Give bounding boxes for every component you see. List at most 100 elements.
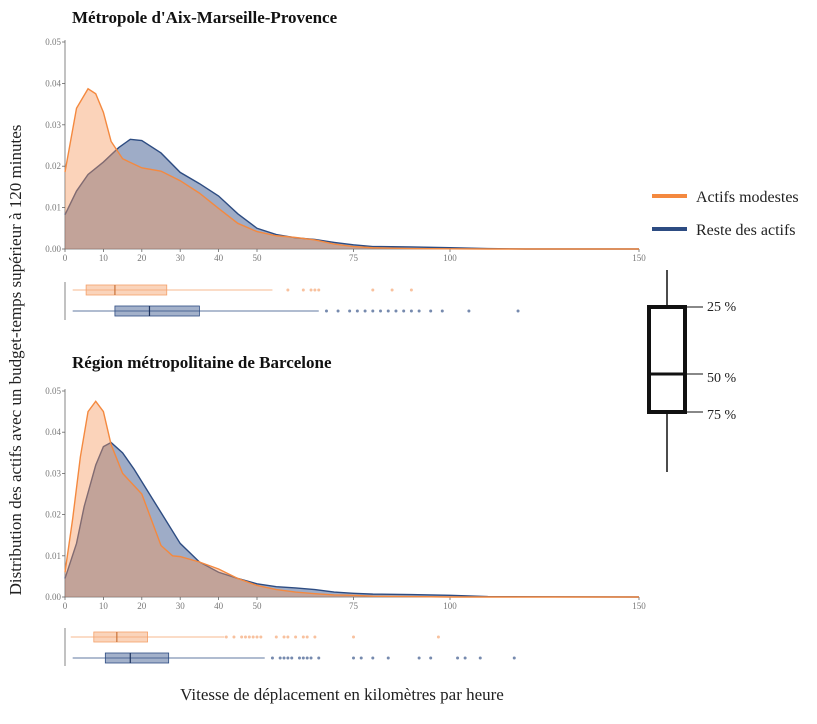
- density-line-actifs-modestes: [64, 87, 639, 250]
- y-tick-label: 0.01: [45, 551, 61, 561]
- legend: Actifs modestes Reste des actifs: [652, 189, 799, 239]
- x-tick-label: 75: [349, 253, 359, 263]
- y-tick-label: 0.03: [45, 468, 61, 478]
- boxplot-outlier-actifs-modestes: [224, 635, 228, 639]
- boxplot-outlier-reste-des-actifs: [317, 656, 321, 660]
- key-label-50: 50 %: [707, 371, 737, 386]
- boxplot-outlier-reste-des-actifs: [386, 309, 390, 313]
- boxplot-outlier-actifs-modestes: [313, 288, 317, 292]
- boxplot-outlier-reste-des-actifs: [286, 656, 290, 660]
- legend-label-actifs-modestes: Actifs modestes: [696, 189, 799, 206]
- boxplot-outlier-reste-des-actifs: [282, 656, 286, 660]
- y-tick-label: 0.02: [45, 161, 61, 171]
- boxplot-panel-aix: [64, 282, 520, 320]
- density-area-reste-des-actifs: [65, 442, 639, 597]
- boxplot-outlier-actifs-modestes: [309, 288, 313, 292]
- boxplot-outlier-reste-des-actifs: [336, 309, 340, 313]
- x-tick-label: 150: [632, 601, 646, 611]
- boxplot-outlier-actifs-modestes: [301, 288, 305, 292]
- boxplot-outlier-reste-des-actifs: [371, 656, 375, 660]
- boxplot-outlier-actifs-modestes: [313, 635, 317, 639]
- boxplot-outlier-actifs-modestes: [282, 635, 286, 639]
- boxplot-outlier-reste-des-actifs: [409, 309, 413, 313]
- boxplot-outlier-actifs-modestes: [247, 635, 251, 639]
- x-tick-label: 100: [443, 601, 457, 611]
- boxplot-panel-barcelone: [64, 628, 516, 666]
- boxplot-outlier-actifs-modestes: [251, 635, 255, 639]
- boxplot-outlier-reste-des-actifs: [309, 656, 313, 660]
- boxplot-outlier-reste-des-actifs: [402, 309, 406, 313]
- density-area-actifs-modestes: [65, 401, 639, 597]
- boxplot-outlier-actifs-modestes: [286, 288, 290, 292]
- x-axis-label: Vitesse de déplacement en kilomètres par…: [180, 685, 504, 704]
- x-tick-label: 40: [214, 253, 224, 263]
- boxplot-outlier-actifs-modestes: [255, 635, 259, 639]
- y-tick-label: 0.04: [45, 78, 61, 88]
- boxplot-outlier-reste-des-actifs: [297, 656, 301, 660]
- boxplot-outlier-reste-des-actifs: [516, 309, 520, 313]
- boxplot-box-actifs-modestes: [93, 631, 148, 643]
- boxplot-outlier-actifs-modestes: [294, 635, 298, 639]
- x-tick-label: 50: [253, 601, 263, 611]
- boxplot-outlier-actifs-modestes: [259, 635, 263, 639]
- boxplot-outlier-reste-des-actifs: [352, 656, 355, 660]
- boxplot-outlier-reste-des-actifs: [379, 309, 383, 313]
- boxplot-outlier-reste-des-actifs: [348, 309, 352, 313]
- boxplot-outlier-actifs-modestes: [409, 288, 413, 292]
- boxplot-outlier-reste-des-actifs: [467, 309, 471, 313]
- y-tick-label: 0.04: [45, 427, 61, 437]
- x-tick-label: 0: [63, 253, 68, 263]
- boxplot-outlier-actifs-modestes: [317, 288, 321, 292]
- x-tick-label: 150: [632, 253, 646, 263]
- x-tick-label: 20: [137, 253, 147, 263]
- boxplot-outlier-actifs-modestes: [274, 635, 278, 639]
- boxplot-outlier-actifs-modestes: [371, 288, 375, 292]
- density-panel-barcelone: 0.00 0.01 0.02 0.03 0.04 0.05 0 10 20 30 40 50 75 100…: [45, 386, 646, 611]
- boxplot-outlier-actifs-modestes: [240, 635, 244, 639]
- boxplot-outlier-actifs-modestes: [352, 635, 355, 639]
- boxplot-outlier-reste-des-actifs: [363, 309, 367, 313]
- boxplot-outlier-reste-des-actifs: [270, 656, 274, 660]
- boxplot-outlier-reste-des-actifs: [394, 309, 398, 313]
- boxplot-outlier-reste-des-actifs: [440, 309, 444, 313]
- density-line-reste-des-actifs: [64, 441, 640, 598]
- y-tick-label: 0.05: [45, 386, 61, 396]
- y-tick-label: 0.03: [45, 120, 61, 130]
- x-tick-label: 20: [137, 601, 147, 611]
- boxplot-outlier-reste-des-actifs: [324, 309, 328, 313]
- boxplot-outlier-reste-des-actifs: [359, 656, 363, 660]
- boxplot-outlier-actifs-modestes: [305, 635, 309, 639]
- density-area-reste-des-actifs: [65, 139, 639, 249]
- y-tick-label: 0.02: [45, 510, 61, 520]
- boxplot-outlier-reste-des-actifs: [386, 656, 390, 660]
- x-tick-label: 10: [99, 601, 109, 611]
- boxplot-outlier-reste-des-actifs: [429, 309, 433, 313]
- x-tick-label: 50: [253, 253, 263, 263]
- x-tick-label: 30: [176, 253, 186, 263]
- y-tick-label: 0.01: [45, 203, 61, 213]
- density-panel-aix: 0.00 0.01 0.02 0.03 0.04 0.05 0 10 20 30 40 50 75 100…: [45, 37, 646, 263]
- boxplot-outlier-actifs-modestes: [436, 635, 440, 639]
- boxplot-outlier-reste-des-actifs: [478, 656, 482, 660]
- y-tick-label: 0.05: [45, 37, 61, 47]
- boxplot-outlier-actifs-modestes: [232, 635, 236, 639]
- boxplot-key: 25 % 50 % 75 %: [647, 270, 737, 472]
- boxplot-box-actifs-modestes: [85, 284, 168, 296]
- boxplot-outlier-reste-des-actifs: [417, 656, 421, 660]
- boxplot-outlier-reste-des-actifs: [355, 309, 359, 313]
- boxplot-box-reste-des-actifs: [104, 652, 170, 664]
- boxplot-outlier-reste-des-actifs: [305, 656, 309, 660]
- key-label-25: 25 %: [707, 300, 737, 315]
- boxplot-outlier-reste-des-actifs: [371, 309, 375, 313]
- x-tick-label: 40: [214, 601, 224, 611]
- x-tick-label: 10: [99, 253, 109, 263]
- key-label-75: 75 %: [707, 408, 737, 423]
- boxplot-outlier-actifs-modestes: [243, 635, 247, 639]
- panel-title-aix: Métropole d'Aix-Marseille-Provence: [72, 8, 338, 27]
- boxplot-outlier-reste-des-actifs: [512, 656, 516, 660]
- x-tick-label: 100: [443, 253, 457, 263]
- y-tick-label: 0.00: [45, 592, 61, 602]
- boxplot-outlier-reste-des-actifs: [290, 656, 294, 660]
- x-tick-label: 0: [63, 601, 68, 611]
